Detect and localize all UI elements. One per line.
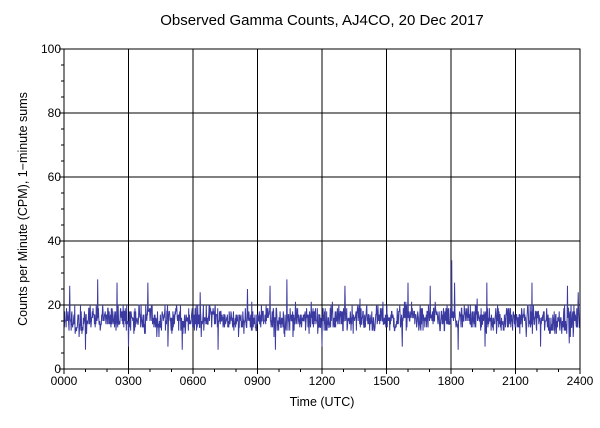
x-tick-label: 0000 xyxy=(51,374,78,388)
x-tick-label: 2400 xyxy=(567,374,594,388)
gamma-count-series-line xyxy=(64,260,580,350)
plot-frame xyxy=(63,48,581,370)
x-tick-label: 0900 xyxy=(244,374,271,388)
x-tick-label: 0600 xyxy=(180,374,207,388)
chart-title: Observed Gamma Counts, AJ4CO, 20 Dec 201… xyxy=(160,12,484,29)
y-tick-label: 60 xyxy=(48,170,62,184)
y-tick-label: 80 xyxy=(48,106,62,120)
x-tick-label: 1800 xyxy=(438,374,465,388)
y-axis-label: Counts per Minute (CPM), 1−minute sums xyxy=(16,92,30,326)
x-tick-label: 1500 xyxy=(373,374,400,388)
x-tick-label: 0300 xyxy=(115,374,142,388)
x-tick-label: 2100 xyxy=(502,374,529,388)
y-axis-ticks: 0 20 40 60 80 100 xyxy=(41,42,64,376)
x-axis-ticks: 0000 0300 0600 0900 1200 1500 1800 2100 2400 xyxy=(51,369,594,388)
y-tick-label: 100 xyxy=(41,42,61,56)
y-tick-label: 0 xyxy=(54,362,61,376)
y-tick-label: 20 xyxy=(48,298,62,312)
x-axis-label: Time (UTC) xyxy=(290,395,355,409)
x-tick-label: 1200 xyxy=(309,374,336,388)
y-tick-label: 40 xyxy=(48,234,62,248)
